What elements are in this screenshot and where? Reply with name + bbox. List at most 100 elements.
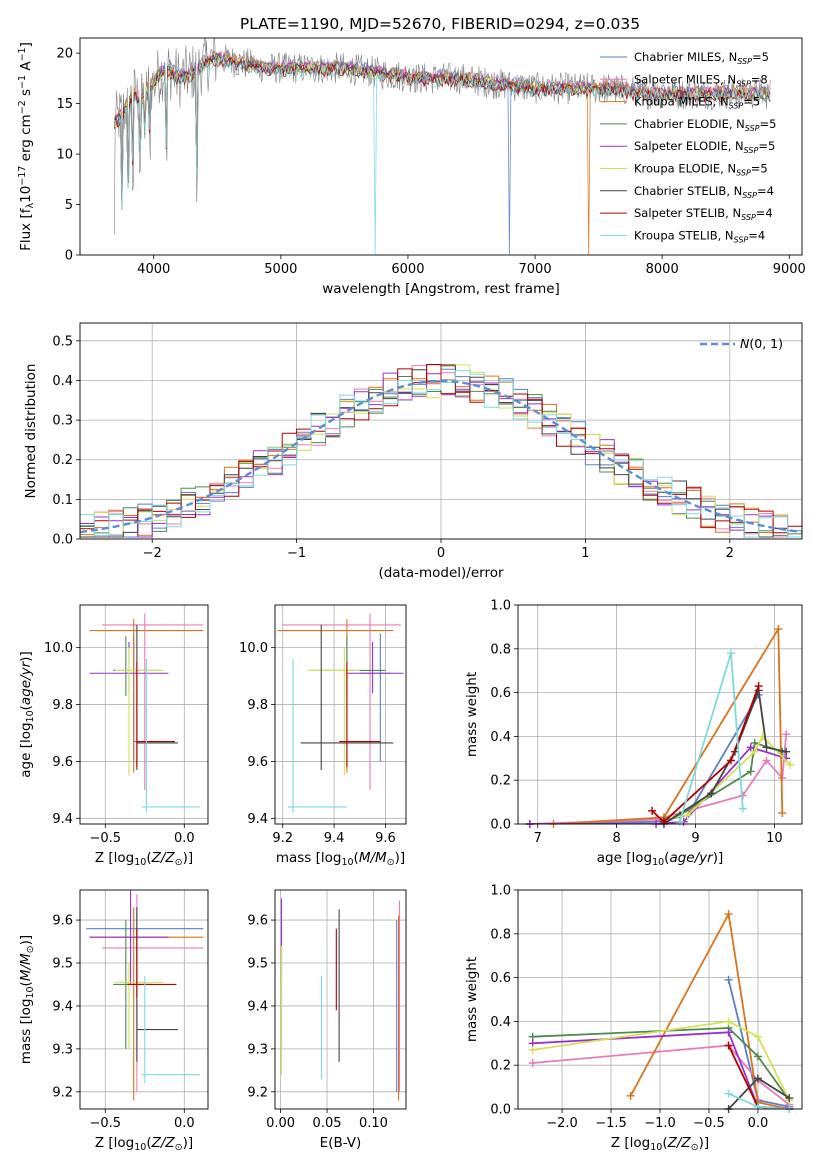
y-tick-label: 0.8 bbox=[490, 927, 511, 942]
axes-frame bbox=[274, 604, 407, 825]
weight-line bbox=[553, 625, 784, 824]
y-tick-label: 0.2 bbox=[52, 453, 73, 468]
y-tick-label: 9.8 bbox=[247, 698, 268, 713]
legend-label: Salpeter ELODIE, NSSP=5 bbox=[634, 139, 775, 155]
weight-marker bbox=[746, 767, 755, 776]
weight-marker bbox=[746, 743, 755, 752]
x-tick-label: 9.2 bbox=[272, 831, 293, 846]
x-tick-label: 0.05 bbox=[313, 1116, 342, 1131]
x-axis-label: (data-model)/error bbox=[378, 565, 504, 581]
mass_vs_ebv-axes: 0.00 0.05 0.10 9.2 9.3 9.4 9.5 9.6 E(B-V) bbox=[247, 889, 407, 1151]
histogram-series bbox=[80, 370, 802, 538]
legend-label: Chabrier MILES, NSSP=5 bbox=[634, 50, 769, 66]
x-axis-label: wavelength [Angstrom, rest frame] bbox=[322, 281, 560, 297]
weight-marker bbox=[785, 1094, 794, 1103]
weight-marker bbox=[675, 817, 684, 826]
residuals-axes: −2 −1 0 1 2 0.0 0.1 0.2 0.3 0.4 0.5 N(0, 1) (data-mo… bbox=[23, 322, 803, 581]
weight-marker bbox=[753, 1074, 762, 1083]
x-tick-label: 6000 bbox=[391, 262, 424, 277]
legend-label: Kroupa MILES, NSSP=5 bbox=[634, 95, 760, 111]
x-tick-label: −1.5 bbox=[595, 1116, 627, 1131]
y-tick-label: 0.0 bbox=[52, 533, 73, 548]
weight-marker bbox=[750, 738, 759, 747]
x-tick-label: 4000 bbox=[137, 262, 170, 277]
weight-marker bbox=[738, 804, 747, 813]
legend-label: Salpeter MILES, NSSP=8 bbox=[634, 72, 768, 88]
weight-marker bbox=[786, 760, 795, 769]
x-tick-label: 0.0 bbox=[174, 1116, 195, 1131]
y-axis-label: age [log10(age/yr)] bbox=[18, 651, 36, 777]
x-tick-label: 7000 bbox=[519, 262, 552, 277]
x-axis-label: Z [log10(Z/Z⊙)] bbox=[95, 850, 193, 868]
weight-marker bbox=[683, 811, 692, 820]
y-tick-label: 10 bbox=[56, 148, 73, 163]
x-tick-label: 0.10 bbox=[359, 1116, 388, 1131]
y-tick-label: 9.4 bbox=[247, 812, 268, 827]
weight_vs_age-axes: 7 8 9 10 0.0 0.2 0.4 0.6 0.8 1.0 age [log10(age/yr… bbox=[464, 599, 803, 868]
weight-marker bbox=[753, 1052, 762, 1061]
weight-marker bbox=[724, 1028, 733, 1037]
weight-marker bbox=[774, 625, 783, 634]
spectrum-model-line bbox=[113, 55, 771, 255]
x-tick-label: −0.5 bbox=[693, 1116, 725, 1131]
gaussian-reference-curve bbox=[80, 379, 802, 534]
weight-marker bbox=[724, 1041, 733, 1050]
x-tick-label: −0.5 bbox=[89, 1116, 121, 1131]
y-tick-label: 9.5 bbox=[52, 957, 73, 972]
weight-marker bbox=[782, 747, 791, 756]
x-tick-label: 9.4 bbox=[324, 831, 345, 846]
weight-marker bbox=[753, 1102, 762, 1111]
x-tick-label: 10 bbox=[766, 831, 783, 846]
weight-marker bbox=[707, 789, 716, 798]
spectrum-axes: 4000 5000 6000 7000 8000 9000 0 5 10 15 20 Chabrier… bbox=[17, 37, 806, 297]
y-tick-label: 1.0 bbox=[490, 599, 511, 614]
y-axis-label: Flux [fλ10−17 erg cm−2 s−1 A−1] bbox=[17, 42, 36, 251]
x-tick-label: 8000 bbox=[646, 262, 679, 277]
x-tick-label: 9 bbox=[691, 831, 699, 846]
weight-marker bbox=[762, 743, 771, 752]
y-axis-label: mass weight bbox=[464, 672, 480, 757]
weight-marker bbox=[648, 806, 657, 815]
legend-label: N(0, 1) bbox=[740, 336, 783, 351]
weight-marker bbox=[528, 1059, 537, 1068]
y-tick-label: 10.0 bbox=[239, 641, 268, 656]
weight-marker bbox=[753, 1032, 762, 1041]
weight-marker bbox=[724, 1089, 733, 1098]
x-tick-label: −1.0 bbox=[644, 1116, 676, 1131]
x-tick-label: −0.5 bbox=[89, 831, 121, 846]
y-tick-label: 9.4 bbox=[52, 812, 73, 827]
legend-label: Salpeter STELIB, NSSP=4 bbox=[634, 206, 773, 222]
y-tick-label: 9.8 bbox=[52, 698, 73, 713]
y-tick-label: 9.3 bbox=[247, 1042, 268, 1057]
x-tick-label: −1 bbox=[287, 546, 306, 561]
weight-marker bbox=[727, 649, 735, 658]
y-tick-label: 9.5 bbox=[247, 957, 268, 972]
x-axis-label: E(B-V) bbox=[320, 1135, 362, 1151]
y-tick-label: 0.4 bbox=[490, 1015, 511, 1030]
weight-marker bbox=[762, 756, 771, 765]
y-tick-label: 9.4 bbox=[247, 999, 268, 1014]
y-tick-label: 0 bbox=[65, 249, 73, 264]
y-tick-label: 9.6 bbox=[247, 914, 268, 929]
y-tick-label: 0.0 bbox=[490, 818, 511, 833]
x-axis-label: mass [log10(M/M⊙)] bbox=[276, 850, 405, 868]
y-tick-label: 0.2 bbox=[490, 774, 511, 789]
axes-frame bbox=[517, 889, 803, 1110]
x-axis-label: age [log10(age/yr)] bbox=[597, 850, 723, 868]
y-tick-label: 0.1 bbox=[52, 493, 73, 508]
weight-line bbox=[629, 911, 790, 1109]
y-tick-label: 9.6 bbox=[52, 914, 73, 929]
weight-line bbox=[529, 694, 760, 824]
y-tick-label: 15 bbox=[56, 97, 73, 112]
weight-line bbox=[529, 734, 788, 824]
x-tick-label: 7 bbox=[534, 831, 542, 846]
y-tick-label: 0.5 bbox=[52, 334, 73, 349]
age_vs_Z-axes: −0.5 0.0 9.4 9.6 9.8 10.0 Z [log10(Z/Z⊙)] age [… bbox=[18, 604, 209, 868]
x-tick-label: 8 bbox=[612, 831, 620, 846]
axes-frame bbox=[274, 889, 407, 1110]
y-tick-label: 0.4 bbox=[490, 730, 511, 745]
x-tick-label: 2 bbox=[726, 546, 734, 561]
weight_vs_Z-axes: −2.0 −1.5 −1.0 −0.5 0.0 0.0 0.2 0.4 0.6 0.8 1.0 Z [… bbox=[464, 884, 803, 1153]
x-tick-label: 0 bbox=[437, 546, 445, 561]
